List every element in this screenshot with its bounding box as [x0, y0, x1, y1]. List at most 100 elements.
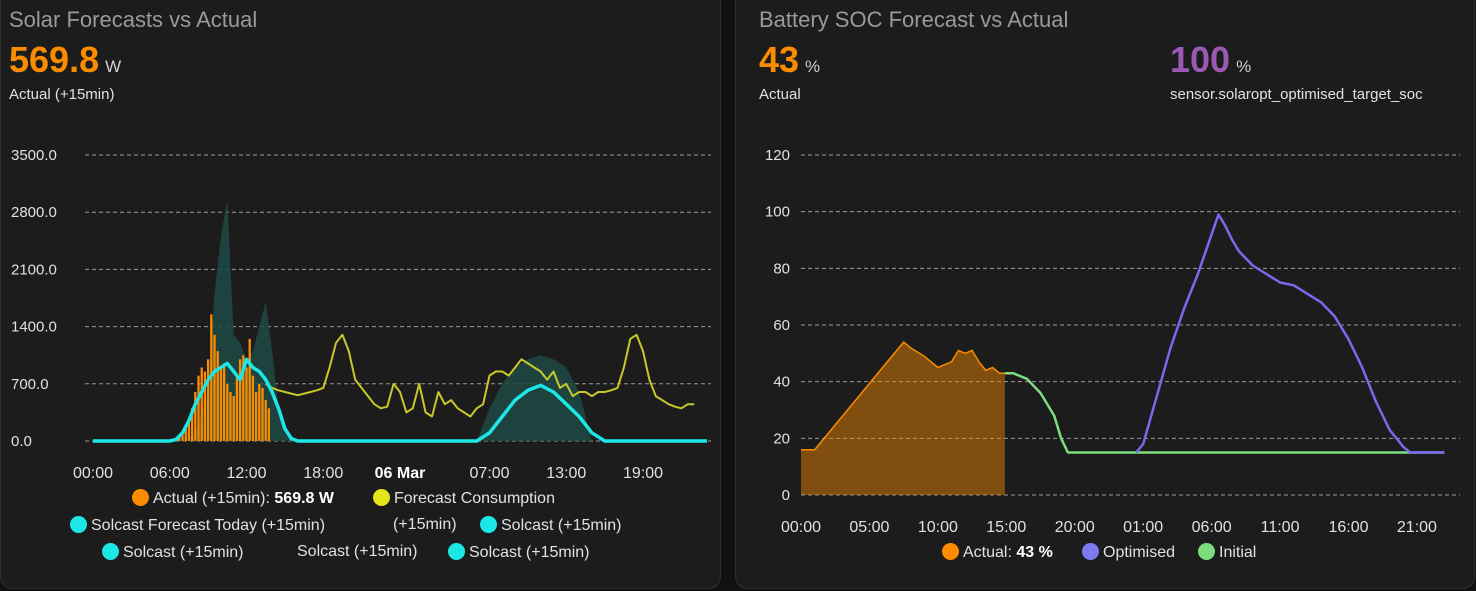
actual-soc-line[interactable]	[801, 340, 1005, 451]
legend-label-solcast-today: Solcast Forecast Today (+15min)	[91, 517, 326, 534]
x-tick-label: 21:00	[1397, 519, 1437, 536]
actual-soc-value: 43	[759, 39, 800, 80]
legend-item-optimised[interactable]: Optimised	[1082, 543, 1175, 562]
x-tick-label: 07:00	[470, 465, 510, 482]
actual-bar[interactable]	[248, 338, 251, 441]
actual-bar[interactable]	[200, 367, 203, 441]
legend-item-solcast-1[interactable]: Solcast (+15min)	[480, 516, 622, 535]
actual-bar[interactable]	[226, 383, 229, 441]
legend-label-actual: Actual:	[963, 544, 1012, 561]
actual-bar[interactable]	[178, 436, 181, 441]
legend-item-solcast-today[interactable]: Solcast Forecast Today (+15min)	[70, 516, 325, 535]
actual-bar[interactable]	[232, 396, 235, 441]
y-tick-label: 80	[773, 260, 790, 277]
x-tick-label: 06:00	[1192, 519, 1232, 536]
legend-item-forecast-consumption[interactable]: Forecast Consumption	[373, 489, 555, 508]
actual-bar[interactable]	[245, 367, 248, 441]
legend-marker-actual	[132, 489, 149, 506]
y-tick-label: 2100.0	[11, 261, 57, 278]
initial-soc-line[interactable]	[1004, 371, 1445, 454]
x-tick-label: 05:00	[849, 519, 889, 536]
actual-bar[interactable]	[206, 359, 210, 441]
legend-item-solcast-2[interactable]: Solcast (+15min)	[102, 543, 244, 562]
legend-marker-solcast-1	[480, 516, 497, 533]
legend-label-solcast-3: Solcast (+15min)	[297, 543, 418, 560]
solcast-band-2	[476, 355, 592, 441]
y-tick-label: 40	[773, 374, 790, 391]
actual-bar[interactable]	[219, 367, 223, 441]
x-tick-label: 06:00	[150, 465, 190, 482]
x-tick-label: 16:00	[1328, 519, 1368, 536]
x-tick-label: 18:00	[303, 465, 343, 482]
y-tick-label: 2800.0	[11, 204, 57, 221]
solar-chart[interactable]: 3500.0 2800.0 2100.0 1400.0 700.0 0.0 00:00 06:…	[1, 1, 721, 589]
actual-bar[interactable]	[181, 434, 184, 441]
actual-bar[interactable]	[251, 375, 255, 441]
actual-bar[interactable]	[213, 334, 216, 441]
actual-bar[interactable]	[229, 391, 232, 441]
actual-state-unit: W	[105, 57, 122, 76]
legend-marker-solcast-2	[102, 543, 119, 560]
optimised-soc-line[interactable]	[1135, 213, 1445, 454]
actual-bar[interactable]	[261, 387, 264, 441]
actual-bar[interactable]	[264, 400, 267, 441]
actual-bar[interactable]	[203, 371, 207, 441]
actual-bar[interactable]	[216, 351, 219, 441]
actual-bar[interactable]	[258, 383, 261, 441]
x-tick-label: 20:00	[1055, 519, 1095, 536]
actual-bar[interactable]	[222, 363, 226, 441]
legend-label-optimised: Optimised	[1103, 544, 1176, 561]
legend-item-plus15[interactable]: (+15min)	[393, 516, 457, 534]
legend-label-forecast-consumption: Forecast Consumption	[394, 490, 555, 507]
actual-bar[interactable]	[197, 375, 200, 441]
card-title: Battery SOC Forecast vs Actual	[759, 7, 1069, 32]
actual-state-label: Actual (+15min)	[9, 86, 115, 103]
actual-bar[interactable]	[242, 355, 245, 441]
y-tick-label: 120	[765, 147, 790, 164]
legend-item-initial[interactable]: Initial	[1198, 543, 1256, 562]
legend-label-plus15: (+15min)	[393, 516, 457, 533]
solcast-forecast-line[interactable]	[93, 357, 707, 443]
x-tick-label: 11:00	[1261, 519, 1300, 536]
legend-label-solcast-2: Solcast (+15min)	[123, 544, 244, 561]
legend-item-solcast-4[interactable]: Solcast (+15min)	[448, 543, 590, 562]
x-tick-label: 00:00	[781, 519, 821, 536]
target-soc-state[interactable]: 100%	[1170, 39, 1251, 81]
x-tick-label: 12:00	[226, 465, 266, 482]
battery-chart[interactable]: 120 100 80 60 40 20 0 00:00 05:00 10:00 15:00 20:00…	[736, 1, 1475, 589]
battery-soc-card: Battery SOC Forecast vs Actual 43% Actua…	[735, 0, 1475, 589]
actual-state-value: 569.8	[9, 39, 100, 80]
legend-marker-forecast-consumption	[373, 489, 390, 506]
actual-bar[interactable]	[190, 408, 194, 441]
x-tick-label: 01:00	[1123, 519, 1163, 536]
legend-label-actual: Actual (+15min):	[153, 490, 270, 507]
actual-bar[interactable]	[267, 408, 271, 441]
legend-marker-actual	[942, 543, 959, 560]
actual-bar[interactable]	[187, 420, 191, 441]
legend-item-solcast-3[interactable]: Solcast (+15min)	[297, 543, 418, 561]
legend-item-actual[interactable]: Actual: 43 %	[942, 543, 1053, 562]
legend-marker-solcast-today	[70, 516, 87, 533]
actual-soc-state[interactable]: 43%	[759, 39, 820, 81]
solcast-band-1	[182, 199, 292, 441]
legend-label-solcast-4: Solcast (+15min)	[469, 544, 590, 561]
legend-marker-optimised	[1082, 543, 1099, 560]
target-soc-unit: %	[1236, 57, 1252, 76]
actual-soc-area[interactable]	[801, 342, 1005, 495]
y-tick-label: 0.0	[11, 433, 32, 450]
solar-forecast-card: Solar Forecasts vs Actual 569.8 W Actual …	[0, 0, 721, 589]
actual-state[interactable]: 569.8 W	[9, 39, 121, 81]
actual-bar[interactable]	[238, 359, 242, 441]
actual-bar[interactable]	[184, 428, 187, 441]
legend-label-initial: Initial	[1219, 544, 1257, 561]
legend-item-actual[interactable]: Actual (+15min): 569.8 W	[132, 489, 334, 508]
actual-soc-label: Actual	[759, 86, 801, 103]
actual-bar[interactable]	[235, 375, 239, 441]
actual-bar[interactable]	[194, 391, 197, 441]
forecast-consumption-line[interactable]	[265, 333, 695, 418]
x-tick-label: 13:00	[546, 465, 586, 482]
legend-marker-solcast-4	[448, 543, 465, 560]
actual-bar[interactable]	[254, 391, 258, 441]
x-tick-label: 10:00	[918, 519, 958, 536]
legend-label-solcast-1: Solcast (+15min)	[501, 517, 622, 534]
